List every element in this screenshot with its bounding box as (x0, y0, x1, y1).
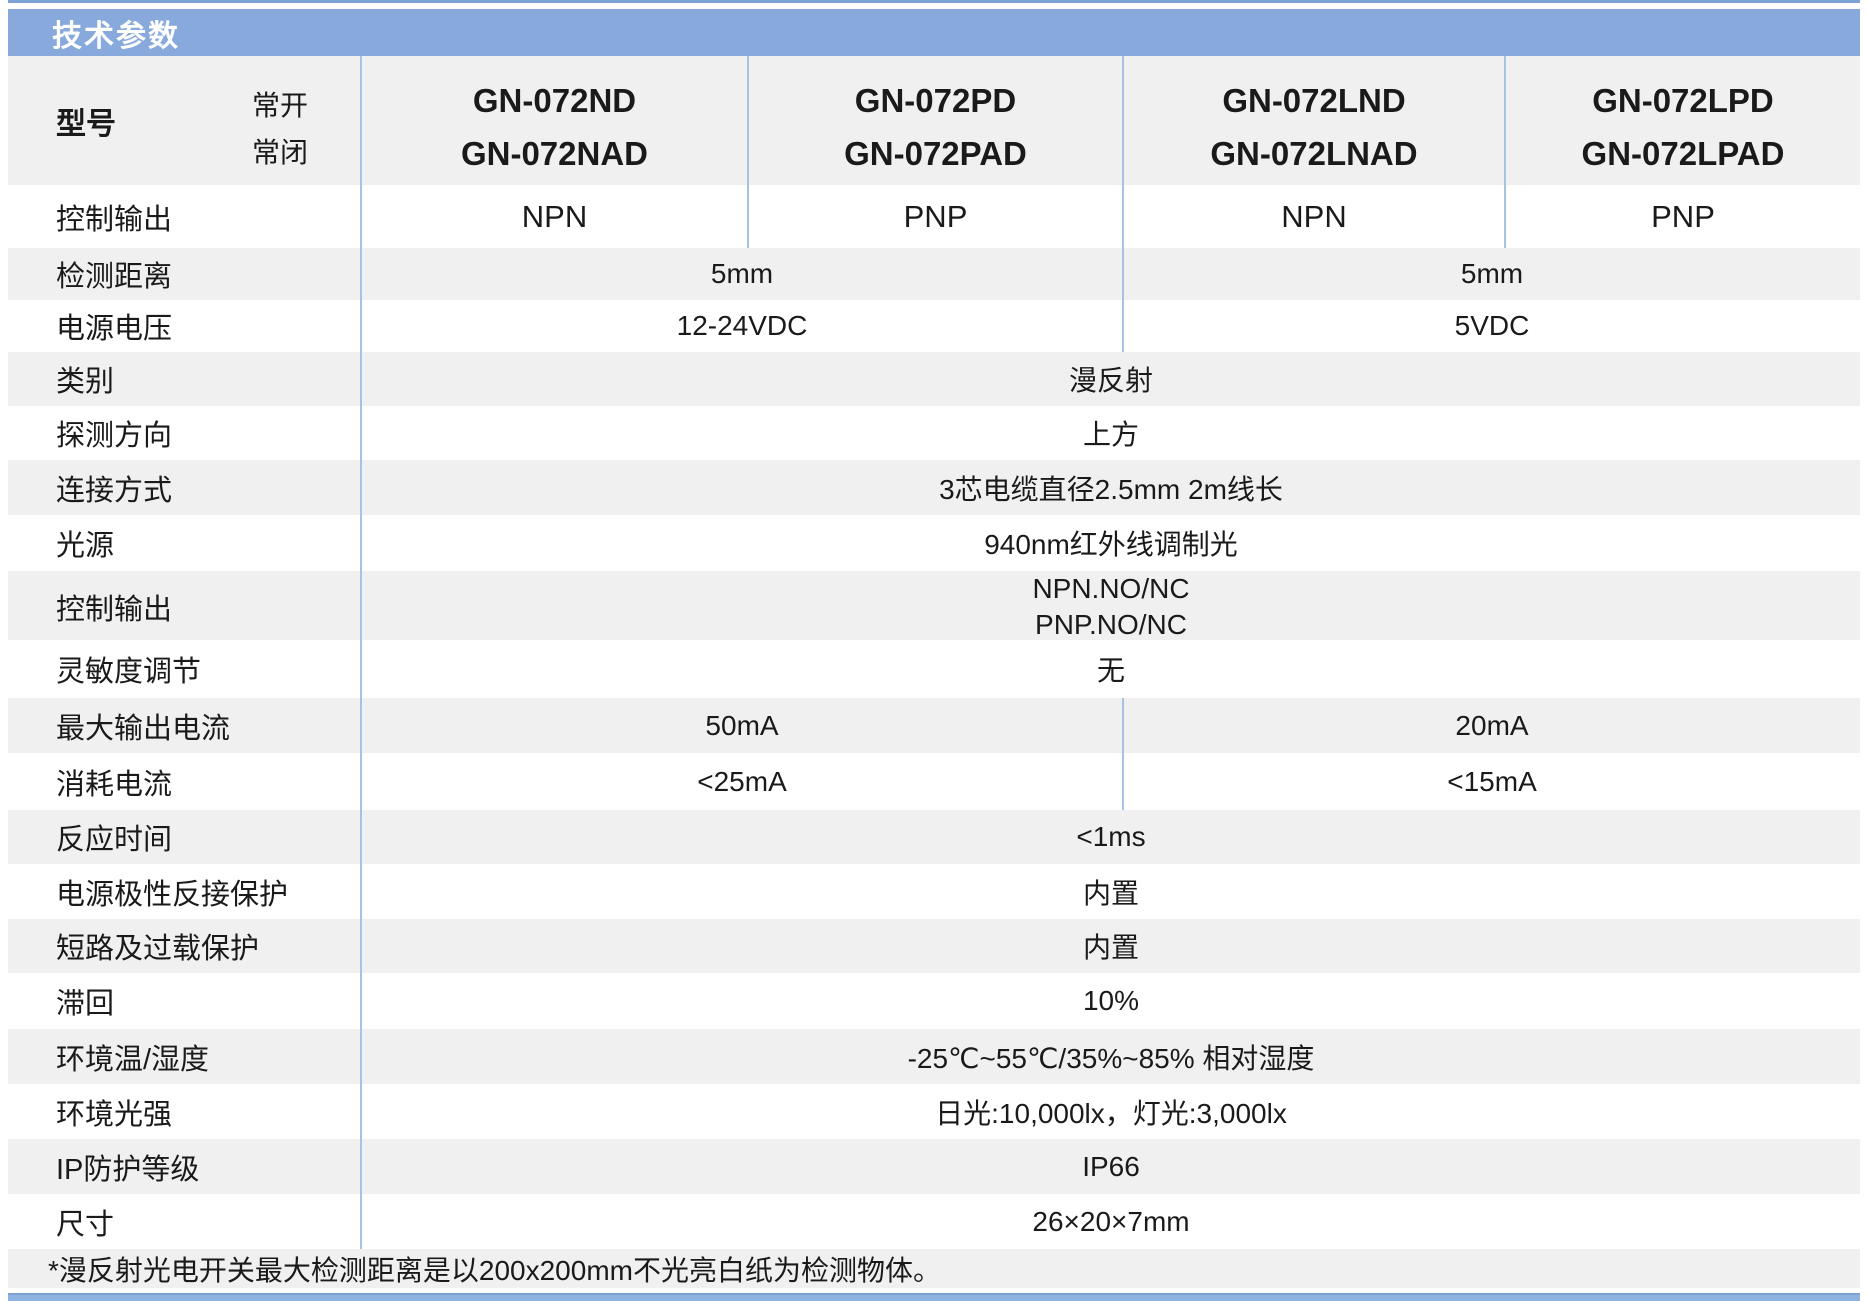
model-cell: GN-072ND GN-072NAD (360, 56, 747, 185)
cell-value: -25℃~55℃/35%~85% 相对湿度 (360, 1029, 1860, 1084)
no-nc-sublabels: 常开 常闭 (252, 56, 308, 185)
top-gap (8, 3, 1860, 9)
section-title-bar: 技术参数 (8, 9, 1860, 56)
row-label: 灵敏度调节 (56, 656, 202, 688)
model-cell: GN-072PD GN-072PAD (747, 56, 1122, 185)
cell-value: 5VDC (1122, 300, 1860, 352)
cell-value: 10% (360, 973, 1860, 1029)
normally-open-label: 常开 (251, 90, 308, 121)
cell-value-line: PNP.NO/NC (1035, 609, 1187, 640)
cell-value: 日光:10,000lx，灯光:3,000lx (360, 1084, 1860, 1139)
cell-value: 20mA (1122, 698, 1860, 753)
row-label: 电源极性反接保护 (56, 878, 289, 911)
bottom-accent-bar (8, 1293, 1860, 1301)
top-accent-line (8, 0, 1860, 3)
row-response-time: 反应时间 <1ms (8, 810, 1860, 864)
cell-value: 内置 (360, 864, 1860, 919)
cell-value: PNP (747, 185, 1122, 248)
row-label: 探测方向 (56, 420, 173, 452)
row-detection-distance: 检测距离 5mm 5mm (8, 248, 1860, 300)
footnote-text: *漫反射光电开关最大检测距离是以200x200mm不光亮白纸为检测物体。 (48, 1254, 941, 1286)
cell-value: 940nm红外线调制光 (360, 515, 1860, 571)
row-control-output-2: 控制输出 NPN.NO/NC PNP.NO/NC (8, 571, 1860, 643)
row-hysteresis: 滞回 10% (8, 973, 1860, 1029)
cell-value: 26×20×7mm (360, 1194, 1860, 1249)
model-row: 型号 常开 常闭 GN-072ND GN-072NAD GN-072PD GN-… (8, 56, 1860, 185)
cell-value: 内置 (360, 919, 1860, 973)
row-ambient-temp-humidity: 环境温/湿度 -25℃~55℃/35%~85% 相对湿度 (8, 1029, 1860, 1084)
cell-value: IP66 (360, 1139, 1860, 1194)
cell-value: PNP (1504, 185, 1860, 248)
row-label: 最大输出电流 (56, 712, 231, 745)
footnote-row: *漫反射光电开关最大检测距离是以200x200mm不光亮白纸为检测物体。 (8, 1249, 1860, 1288)
row-label: 滞回 (56, 988, 115, 1020)
row-label: 环境光强 (56, 1098, 173, 1131)
row-label: 检测距离 (56, 261, 173, 293)
row-connection: 连接方式 3芯电缆直径2.5mm 2m线长 (8, 460, 1860, 515)
section-title: 技术参数 (52, 19, 180, 53)
row-label: 反应时间 (56, 824, 173, 856)
row-sensitivity-adjust: 灵敏度调节 无 (8, 640, 1860, 698)
model-cell: GN-072LND GN-072LNAD (1122, 56, 1504, 185)
row-current-consumption: 消耗电流 <25mA <15mA (8, 753, 1860, 810)
cell-value: NPN.NO/NC PNP.NO/NC (360, 571, 1860, 643)
cell-value: 3芯电缆直径2.5mm 2m线长 (360, 460, 1860, 515)
model-name-no: GN-072ND (472, 82, 637, 119)
row-control-output: 控制输出 NPN PNP NPN PNP (8, 185, 1860, 248)
cell-value: NPN (1122, 185, 1504, 248)
row-label: 尺寸 (56, 1208, 115, 1241)
cell-value: <15mA (1122, 753, 1860, 810)
model-name-no: GN-072PD (854, 82, 1017, 119)
model-name-nc: GN-072NAD (460, 135, 649, 172)
model-row-label-cell: 型号 常开 常闭 (8, 56, 360, 185)
row-ambient-light: 环境光强 日光:10,000lx，灯光:3,000lx (8, 1084, 1860, 1139)
row-ip-rating: IP防护等级 IP66 (8, 1139, 1860, 1194)
cell-value: NPN (360, 185, 747, 248)
row-detection-direction: 探测方向 上方 (8, 406, 1860, 460)
cell-value: 50mA (360, 698, 1122, 753)
cell-value: 漫反射 (360, 352, 1860, 406)
row-label: 短路及过载保护 (56, 933, 260, 965)
cell-value: <1ms (360, 810, 1860, 864)
row-label: 光源 (56, 530, 115, 562)
row-light-source: 光源 940nm红外线调制光 (8, 515, 1860, 571)
row-dimensions: 尺寸 26×20×7mm (8, 1194, 1860, 1249)
model-label: 型号 (56, 107, 116, 141)
row-label: 电源电压 (56, 313, 173, 345)
model-name-nc: GN-072LNAD (1210, 135, 1418, 172)
row-label: IP防护等级 (56, 1153, 200, 1186)
cell-value-line: NPN.NO/NC (1032, 573, 1190, 604)
row-label: 控制输出 (56, 203, 173, 236)
row-supply-voltage: 电源电压 12-24VDC 5VDC (8, 300, 1860, 352)
row-label: 消耗电流 (56, 768, 173, 801)
cell-value: 5mm (360, 248, 1122, 300)
row-label: 连接方式 (56, 474, 173, 507)
model-name-no: GN-072LND (1222, 82, 1406, 119)
model-cell: GN-072LPD GN-072LPAD (1504, 56, 1860, 185)
row-label: 类别 (56, 366, 115, 398)
model-name-nc: GN-072LPAD (1581, 135, 1785, 172)
row-max-output-current: 最大输出电流 50mA 20mA (8, 698, 1860, 753)
model-name-no: GN-072LPD (1592, 82, 1774, 119)
normally-closed-label: 常闭 (251, 137, 308, 168)
row-label: 环境温/湿度 (56, 1043, 210, 1076)
row-label: 控制输出 (56, 594, 173, 626)
cell-value: 5mm (1122, 248, 1860, 300)
model-name-nc: GN-072PAD (844, 135, 1027, 172)
cell-value: 12-24VDC (360, 300, 1122, 352)
cell-value: 无 (360, 640, 1860, 698)
row-category: 类别 漫反射 (8, 352, 1860, 406)
row-short-circuit-protection: 短路及过载保护 内置 (8, 919, 1860, 973)
cell-value: 上方 (360, 406, 1860, 460)
bottom-gap (8, 1288, 1860, 1293)
row-reverse-polarity-protection: 电源极性反接保护 内置 (8, 864, 1860, 919)
cell-value: <25mA (360, 753, 1122, 810)
